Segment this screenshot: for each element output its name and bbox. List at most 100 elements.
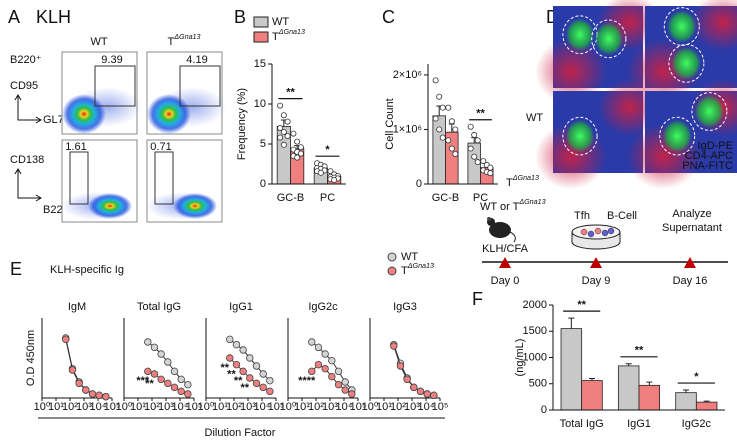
- data-point: [246, 374, 254, 382]
- x-tick-label: 10³: [404, 401, 420, 413]
- day-label: Day 0: [491, 275, 520, 287]
- data-point: [474, 137, 481, 144]
- gate-value: 9.39: [101, 54, 122, 66]
- significance: **: [227, 369, 236, 381]
- x-tick-label: 10⁴: [418, 401, 435, 413]
- x-tick-label: PC: [473, 192, 488, 204]
- density: [62, 94, 106, 134]
- x-tick-label: 10¹: [376, 401, 392, 413]
- data-point: [226, 335, 234, 344]
- panel-label: B: [234, 7, 246, 27]
- stain-label: PNA-FITC: [682, 160, 733, 172]
- data-point: [439, 134, 446, 141]
- data-point: [328, 372, 336, 381]
- data-point: [471, 153, 478, 160]
- data-point: [308, 367, 316, 376]
- micrograph: [626, 78, 737, 190]
- significance: ***: [136, 375, 150, 387]
- data-point: [280, 128, 287, 135]
- data-point: [294, 138, 301, 145]
- legend-marker: [387, 266, 397, 276]
- immunization-label: KLH/CFA: [482, 243, 529, 255]
- density: [88, 193, 132, 219]
- chart-title: IgM: [68, 301, 86, 313]
- significance: **: [241, 382, 250, 394]
- data-point: [452, 126, 459, 133]
- bar: [695, 401, 718, 411]
- axes: [205, 318, 276, 399]
- data-point: [164, 379, 172, 388]
- data-point: [445, 137, 452, 144]
- x-tick-label: 10⁴: [254, 401, 271, 413]
- significance: **: [577, 299, 586, 311]
- germinal-center: [671, 47, 702, 80]
- x-tick-label: 10⁰: [280, 401, 297, 413]
- data-point: [430, 391, 438, 400]
- data-point: [170, 367, 179, 376]
- column-label: WT: [90, 36, 107, 48]
- x-tick-label: 10²: [308, 401, 324, 413]
- data-point: [82, 386, 90, 394]
- analysis-label: Analyze: [672, 208, 711, 220]
- x-axis-label: Dilution Factor: [205, 427, 276, 439]
- bar: [617, 365, 640, 411]
- x-tick-label: 10⁰: [34, 401, 51, 413]
- y-axis-label: O.D 450nm: [25, 330, 37, 386]
- data-point: [144, 338, 152, 346]
- significance: *: [694, 371, 699, 383]
- significance: **: [476, 108, 485, 120]
- axes: [287, 318, 358, 399]
- data-point: [403, 375, 411, 384]
- y-tick-label: 500: [529, 378, 547, 390]
- gc-outline: [691, 92, 728, 131]
- legend-label: TΔGna13: [401, 262, 434, 277]
- gate: [94, 65, 136, 107]
- germinal-center: [694, 95, 725, 128]
- x-tick-label: 10⁰: [198, 401, 215, 413]
- data-point: [277, 134, 284, 141]
- data-point: [88, 390, 97, 398]
- data-point: [467, 123, 474, 130]
- data-point: [252, 362, 261, 370]
- data-point: [246, 354, 254, 362]
- x-tick-label: 10¹: [130, 401, 146, 413]
- x-tick-label: 10¹: [212, 401, 228, 413]
- density: [173, 193, 217, 219]
- y-tick-label: 0: [541, 404, 547, 416]
- data-point: [314, 360, 323, 369]
- data-point: [334, 380, 343, 389]
- density: [147, 94, 191, 134]
- x-tick-label: 10⁵: [432, 401, 449, 413]
- data-point: [157, 375, 165, 384]
- data-point: [487, 164, 494, 171]
- y-tick-label: 5: [260, 138, 266, 150]
- data-point: [314, 343, 323, 352]
- significance: **: [145, 378, 154, 390]
- legend-marker: [387, 252, 397, 262]
- data-point: [436, 93, 443, 100]
- significance: **: [234, 375, 243, 387]
- stain-label: CD4-APC: [685, 150, 733, 162]
- data-point: [252, 379, 261, 388]
- data-point: [341, 378, 349, 386]
- legend-label: TΔGna13: [272, 28, 305, 43]
- data-point: [150, 343, 159, 352]
- data-point: [410, 383, 418, 392]
- x-tick-label: 10²: [390, 401, 406, 413]
- x-tick-label: 10³: [322, 401, 338, 413]
- data-point: [62, 335, 70, 344]
- gc-outline: [562, 116, 598, 156]
- axes: [41, 318, 112, 399]
- x-tick-label: 10⁵: [186, 401, 203, 413]
- y-axis-label: Cell Count: [384, 98, 396, 149]
- data-point: [390, 342, 398, 350]
- population-label: B220⁺: [10, 54, 42, 66]
- data-point: [226, 354, 234, 362]
- flow-plot: 4.19: [146, 51, 226, 135]
- panel-a: A KLH WT TΔGna13 B220⁺ CD95 GL7 CD138 B2…: [8, 7, 201, 216]
- x-tick-label: 10⁵: [350, 401, 367, 413]
- group-label: WT or TΔGna13: [480, 198, 546, 213]
- x-tick-label: 10²: [62, 401, 78, 413]
- data-point: [294, 154, 301, 161]
